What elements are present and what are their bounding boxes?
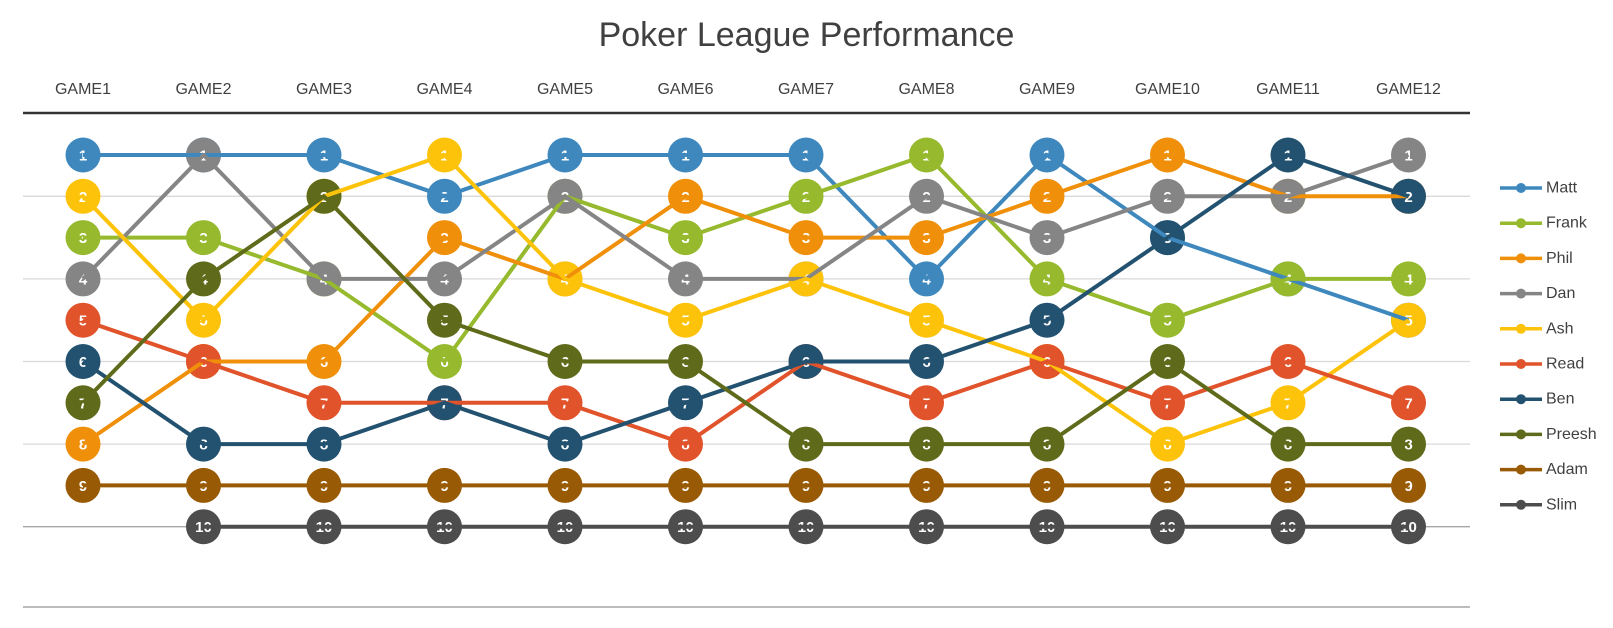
series-layer: 1112111413453346232145448663423321224144…: [65, 137, 1426, 545]
data-label-phil: 8: [79, 437, 87, 454]
series-line-frank: [83, 153, 1409, 364]
legend-item-preesh: Preesh: [1500, 426, 1597, 443]
data-label-dan: 4: [79, 271, 88, 288]
legend-label-ash: Ash: [1546, 320, 1574, 337]
category-label: GAME6: [657, 81, 713, 98]
series-line-ben: [81, 153, 1410, 447]
legend-item-ben: Ben: [1500, 391, 1574, 408]
legend-label-ben: Ben: [1546, 391, 1574, 408]
legend-marker-matt: [1516, 183, 1526, 193]
legend-label-read: Read: [1546, 356, 1584, 373]
category-label: GAME1: [55, 81, 111, 98]
legend-label-adam: Adam: [1546, 461, 1588, 478]
legend-item-ash: Ash: [1500, 320, 1574, 337]
category-label: GAME11: [1256, 81, 1320, 98]
data-label-frank: 4: [1404, 271, 1413, 288]
legend: Matt Frank Phil Dan Ash Read Ben Preesh Adam Slim: [1500, 180, 1597, 513]
legend-label-dan: Dan: [1546, 285, 1575, 302]
category-label: GAME9: [1019, 81, 1075, 98]
legend-marker-frank: [1516, 218, 1526, 229]
legend-label-preesh: Preesh: [1546, 426, 1597, 443]
legend-label-slim: Slim: [1546, 496, 1577, 513]
data-label-read: 7: [1404, 395, 1412, 412]
category-label: GAME7: [778, 81, 834, 98]
category-label: GAME10: [1135, 81, 1200, 98]
category-label: GAME2: [175, 81, 231, 98]
legend-marker-ash: [1516, 323, 1526, 334]
series-line-phil: [81, 153, 1409, 446]
chart-title: Poker League Performance: [598, 16, 1015, 54]
legend-item-slim: Slim: [1500, 496, 1577, 513]
legend-label-matt: Matt: [1546, 180, 1578, 197]
category-label: GAME4: [416, 81, 472, 98]
series-line-dan: [81, 153, 1410, 281]
legend-marker-dan: [1516, 288, 1526, 299]
legend-marker-adam: [1516, 464, 1526, 475]
data-label-preesh: 7: [79, 395, 87, 412]
series-line-ash: [81, 153, 1410, 447]
category-label: GAME5: [537, 81, 593, 98]
legend-label-frank: Frank: [1546, 215, 1588, 232]
legend-item-read: Read: [1500, 356, 1584, 373]
legend-marker-ben: [1516, 394, 1526, 405]
legend-marker-slim: [1516, 499, 1526, 510]
legend-item-adam: Adam: [1500, 461, 1588, 478]
legend-item-frank: Frank: [1500, 215, 1588, 232]
legend-item-dan: Dan: [1500, 285, 1575, 302]
legend-item-matt: Matt: [1500, 180, 1578, 197]
category-label: GAME8: [898, 81, 954, 98]
legend-marker-phil: [1516, 253, 1526, 264]
category-label: GAME3: [296, 81, 352, 98]
series-line-matt: [83, 153, 1410, 323]
category-label: GAME12: [1376, 81, 1441, 98]
category-axis: GAME1 GAME2 GAME3 GAME4 GAME5 GAME6 GAME7 GAME8…: [55, 81, 1441, 98]
legend-marker-preesh: [1516, 429, 1526, 440]
legend-label-phil: Phil: [1546, 250, 1573, 267]
legend-item-phil: Phil: [1500, 250, 1573, 267]
legend-marker-read: [1516, 359, 1526, 369]
series-line-preesh: [81, 194, 1409, 447]
